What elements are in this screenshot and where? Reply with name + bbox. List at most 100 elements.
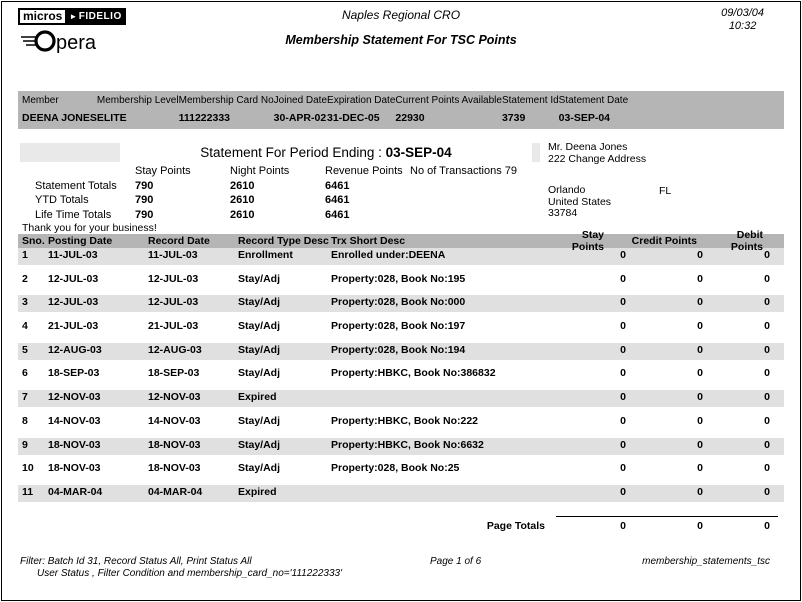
member-field: Expiration Date 31-DEC-05: [327, 95, 395, 129]
page-totals-label: Page Totals: [486, 520, 545, 532]
cell-debit: 0: [764, 438, 770, 451]
cell-desc: Property:028, Book No:197: [331, 320, 466, 333]
cell-desc: Property:HBKC, Book No:6632: [331, 438, 484, 451]
cell-posting: 11-JUL-03: [48, 249, 98, 261]
header-record: Record Date: [148, 235, 210, 247]
cell-sno: 11: [22, 485, 34, 498]
member-field-label: Member: [22, 95, 59, 106]
member-field: Member DEENA JONES: [22, 95, 97, 129]
cell-debit: 0: [764, 414, 770, 427]
totals-rows: Statement Totals 790 2610 6461 YTD Total…: [18, 180, 638, 224]
report-datetime: 09/03/04 10:32: [721, 7, 764, 33]
cell-type: Expired: [238, 485, 277, 498]
member-field-label: Membership Level: [96, 95, 179, 106]
cell-debit: 0: [764, 367, 770, 380]
member-field-value: 22930: [395, 112, 425, 124]
cell-stay: 0: [620, 367, 626, 380]
member-field: Current Points Available 22930: [395, 95, 502, 129]
cell-credit: 0: [697, 391, 703, 404]
totals-transactions: No of Transactions 79: [410, 165, 518, 177]
cell-type: Stay/Adj: [238, 462, 281, 475]
table-row: 7 12-NOV-03 12-NOV-03 Expired 0 0 0: [18, 390, 784, 414]
cell-sno: 4: [22, 320, 28, 333]
opera-logo: pera: [20, 28, 108, 61]
table-row: 9 18-NOV-03 18-NOV-03 Stay/Adj Property:…: [18, 437, 784, 462]
cell-desc: Property:028, Book No:194: [331, 343, 466, 356]
totals-col-revenue: Revenue Points: [325, 165, 403, 177]
table-row: 11 04-MAR-04 04-MAR-04 Expired 0 0 0: [18, 484, 784, 509]
member-field-value: 111222333: [178, 112, 231, 124]
micros-fidelio-logo: micros ► FIDELIO: [18, 8, 126, 25]
totals-row-label: YTD Totals: [35, 194, 89, 207]
cell-record: 18-NOV-03: [148, 438, 201, 451]
table-row: 5 12-AUG-03 12-AUG-03 Stay/Adj Property:…: [18, 342, 784, 367]
report-title-line1: Naples Regional CRO: [341, 8, 461, 22]
table-row: 4 21-JUL-03 21-JUL-03 Stay/Adj Property:…: [18, 319, 784, 343]
cell-credit: 0: [697, 343, 703, 356]
header-posting: Posting Date: [48, 235, 113, 247]
member-field-value: DEENA JONES: [22, 112, 97, 124]
period-title: Statement For Period Ending : 03-SEP-04: [120, 143, 532, 162]
page-totals-divider: [556, 516, 778, 517]
totals-row-revenue: 6461: [325, 194, 350, 207]
cell-credit: 0: [697, 272, 703, 285]
footer-report-name: membership_statements_tsc: [642, 556, 770, 567]
cell-type: Stay/Adj: [238, 414, 281, 427]
cell-stay: 0: [620, 296, 626, 309]
cell-credit: 0: [697, 320, 703, 333]
cell-sno: 9: [22, 438, 28, 451]
cell-stay: 0: [620, 485, 626, 498]
page-totals-debit: 0: [764, 520, 770, 532]
member-field: Statement Date 03-SEP-04: [559, 95, 628, 129]
cell-type: Stay/Adj: [238, 320, 281, 333]
recipient-address: 222 Change Address: [548, 152, 647, 165]
footer-page-number: Page 1 of 6: [430, 556, 482, 567]
member-field-value: 03-SEP-04: [558, 112, 611, 124]
table-row: 2 12-JUL-03 12-JUL-03 Stay/Adj Property:…: [18, 272, 784, 296]
header-credit: Credit Points: [631, 235, 697, 247]
cell-type: Stay/Adj: [238, 272, 281, 285]
header-desc: Trx Short Desc: [331, 235, 406, 247]
thanks-message: Thank you for your business!: [22, 222, 157, 234]
cell-type: Stay/Adj: [238, 438, 281, 451]
cell-posting: 12-JUL-03: [48, 272, 99, 285]
totals-header-row: Stay Points Night Points Revenue Points …: [18, 165, 638, 180]
recipient-city-block: Orlando United States 33784: [548, 184, 611, 220]
totals-row-night: 2610: [230, 209, 255, 222]
cell-debit: 0: [764, 272, 770, 285]
cell-type: Enrollment: [238, 249, 293, 261]
member-field: Statement Id 3739: [502, 95, 559, 129]
cell-posting: 12-AUG-03: [48, 343, 102, 356]
arrow-right-icon: ►: [69, 12, 78, 21]
cell-record: 18-SEP-03: [148, 367, 200, 380]
cell-debit: 0: [764, 249, 770, 261]
totals-row-stay: 790: [135, 209, 154, 222]
cell-credit: 0: [697, 485, 703, 498]
cell-credit: 0: [697, 414, 703, 427]
cell-record: 12-JUL-03: [148, 272, 199, 285]
cell-sno: 5: [22, 343, 28, 356]
table-row: 8 14-NOV-03 14-NOV-03 Stay/Adj Property:…: [18, 414, 784, 438]
member-field: Membership Card No 111222333: [179, 95, 274, 129]
totals-row-stay: 790: [135, 179, 154, 192]
cell-stay: 0: [620, 343, 626, 356]
member-field-label: Joined Date: [273, 95, 328, 106]
recipient-city: Orlando: [548, 184, 586, 196]
cell-desc: Property:HBKC, Book No:386832: [331, 367, 496, 380]
footer-filter-line2: User Status , Filter Condition and membe…: [37, 567, 343, 579]
opera-logo-icon: pera: [21, 30, 97, 54]
totals-col-stay: Stay Points: [135, 165, 191, 177]
transaction-table: Sno. Posting Date Record Date Record Typ…: [18, 229, 784, 509]
table-row: 3 12-JUL-03 12-JUL-03 Stay/Adj Property:…: [18, 295, 784, 320]
cell-record: 12-AUG-03: [148, 343, 202, 356]
cell-debit: 0: [764, 462, 770, 475]
cell-stay: 0: [620, 438, 626, 451]
table-row: 6 18-SEP-03 18-SEP-03 Stay/Adj Property:…: [18, 366, 784, 390]
cell-record: 14-NOV-03: [148, 414, 201, 427]
report-title-line2: Membership Statement For TSC Points: [285, 33, 517, 47]
micros-logo-text: micros: [18, 8, 68, 25]
member-field-label: Statement Date: [558, 95, 629, 106]
member-field: Membership Level ELITE: [97, 95, 179, 129]
member-field-value: 3739: [501, 112, 526, 124]
cell-type: Expired: [238, 391, 277, 404]
